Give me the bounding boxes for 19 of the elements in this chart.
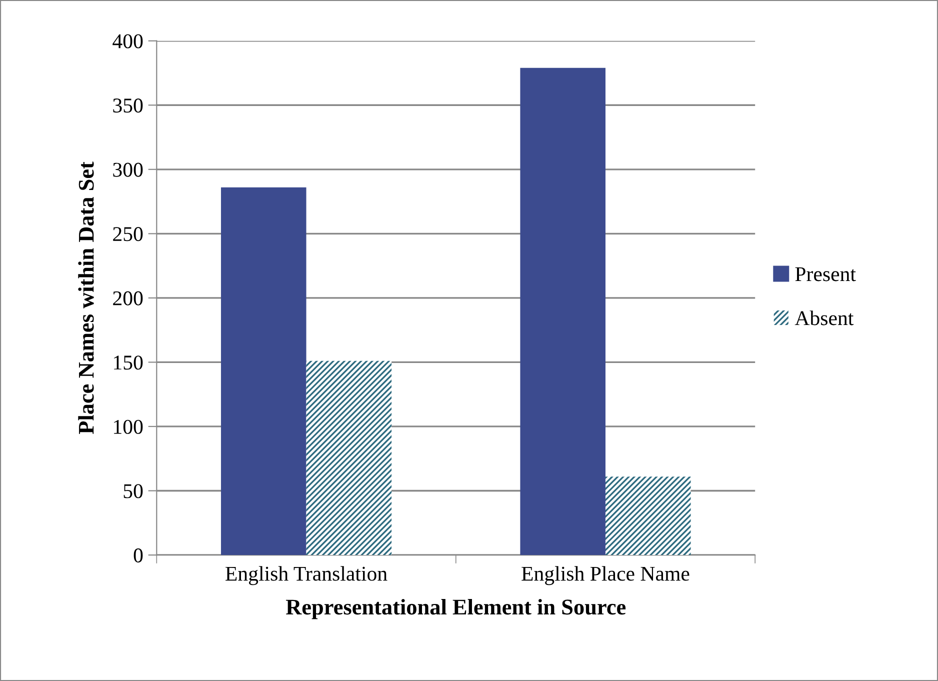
y-tick-label: 250 [113,227,143,242]
bar [220,187,306,556]
x-axis-title: Representational Element in Source [286,598,626,620]
legend-label: Present [795,267,856,282]
bar [306,360,392,556]
bar [605,476,691,556]
y-axis-title: Place Names within Data Set [78,162,94,434]
y-tick-label: 100 [114,420,143,434]
y-tick-label: 200 [113,291,143,306]
x-tick-label: English Place Name [522,566,690,586]
y-tick-label: 150 [114,356,143,370]
legend-label: Absent [794,310,854,326]
y-tick-label: 300 [113,162,143,177]
y-tick-label: 0 [134,548,143,562]
y-tick-label: 400 [112,34,143,48]
bar [520,68,606,556]
x-tick-label: English Translation [226,566,388,586]
y-tick-label: 350 [113,98,143,113]
y-tick-label: 50 [124,484,143,498]
